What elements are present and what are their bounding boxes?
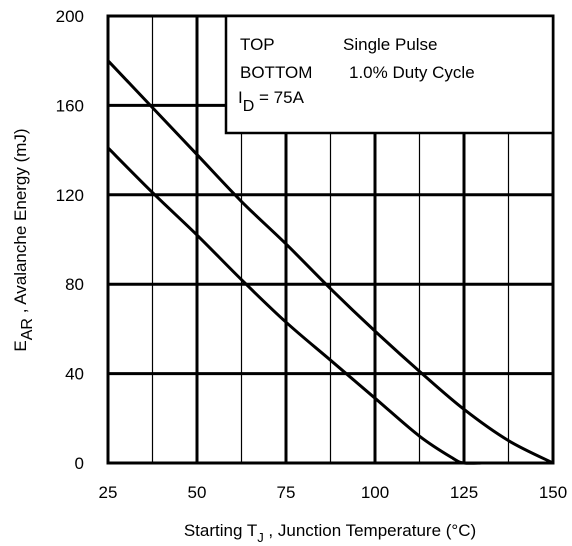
legend-top-value: Single Pulse xyxy=(343,35,438,54)
x-axis-label-main: Starting T xyxy=(184,521,257,540)
x-tick-label: 50 xyxy=(188,483,207,502)
series-line-2 xyxy=(106,146,482,465)
y-tick-label: 120 xyxy=(56,186,84,205)
y-tick-label: 80 xyxy=(65,275,84,294)
x-axis-label: Starting TJ , Junction Temperature (°C) xyxy=(184,521,476,545)
y-tick-label: 160 xyxy=(56,96,84,115)
x-tick-label: 150 xyxy=(539,483,567,502)
legend-top-label: TOP xyxy=(240,35,275,54)
y-tick-label: 40 xyxy=(65,365,84,384)
legend-bottom-label: BOTTOM xyxy=(240,63,312,82)
y-axis-label-sub: AR xyxy=(19,318,36,340)
y-axis-label-main: E xyxy=(11,340,30,351)
x-tick-label: 100 xyxy=(361,483,389,502)
legend-background xyxy=(224,14,555,135)
y-axis-label-rest: , Avalanche Energy (mJ) xyxy=(11,128,30,318)
legend-bottom-value: 1.0% Duty Cycle xyxy=(349,63,475,82)
x-tick-labels: 25 50 75 100 125 150 xyxy=(99,483,568,502)
y-axis-label: EAR , Avalanche Energy (mJ) xyxy=(11,128,36,351)
legend-condition-rest: = 75A xyxy=(254,88,304,107)
series-lines xyxy=(106,59,554,465)
x-tick-label: 125 xyxy=(450,483,478,502)
legend-condition-sub: D xyxy=(243,98,255,115)
y-tick-label: 200 xyxy=(56,7,84,26)
x-tick-label: 75 xyxy=(277,483,296,502)
series-line-1 xyxy=(106,59,554,465)
legend-condition-main: I xyxy=(238,88,243,107)
legend-box: TOP Single Pulse BOTTOM 1.0% Duty Cycle … xyxy=(224,14,555,135)
x-tick-label: 25 xyxy=(99,483,118,502)
x-axis-label-sub: J xyxy=(257,530,264,545)
y-tick-labels: 0 40 80 120 160 200 xyxy=(56,7,84,473)
x-axis-label-rest: , Junction Temperature (°C) xyxy=(264,521,476,540)
legend-condition: ID = 75A xyxy=(238,88,305,115)
y-tick-label: 0 xyxy=(75,454,84,473)
